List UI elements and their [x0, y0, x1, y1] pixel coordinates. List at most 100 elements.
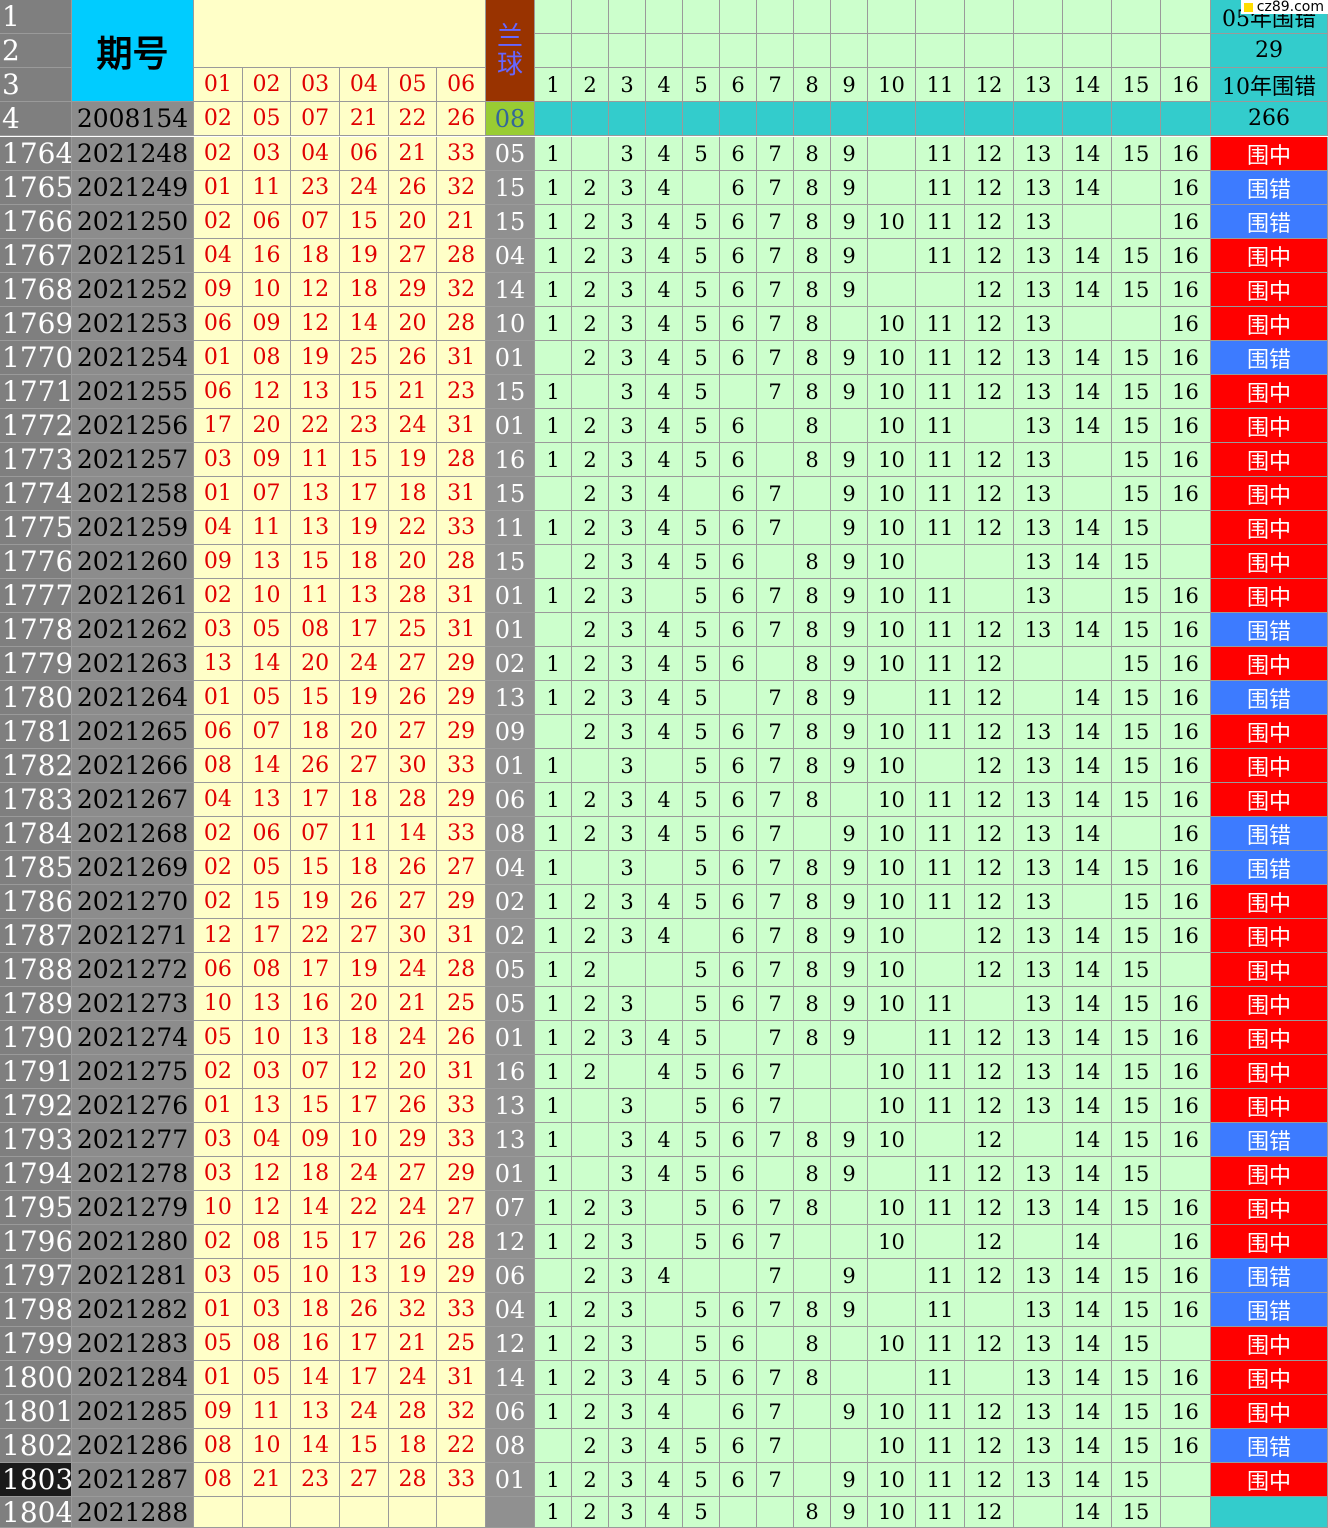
grid-number-cell[interactable]: 1 — [535, 409, 572, 443]
grid-number-cell[interactable]: 7 — [757, 885, 794, 919]
red-ball-cell[interactable]: 25 — [340, 341, 389, 375]
grid-number-cell[interactable]: 12 — [965, 1395, 1014, 1429]
grid-number-cell[interactable]: 1 — [535, 1191, 572, 1225]
grid-number-cell[interactable] — [1063, 885, 1112, 919]
grid-number-cell[interactable]: 10 — [868, 851, 916, 885]
grid-number-cell[interactable] — [794, 817, 831, 851]
grid-number-cell[interactable]: 6 — [720, 953, 757, 987]
red-ball-cell[interactable]: 29 — [437, 783, 486, 817]
reference-grid-blank[interactable] — [1063, 102, 1112, 136]
grid-number-cell[interactable]: 9 — [831, 239, 868, 273]
reference-grid-blank[interactable] — [572, 102, 609, 136]
red-ball-cell[interactable]: 28 — [437, 239, 486, 273]
grid-number-cell[interactable]: 8 — [794, 647, 831, 681]
grid-number-cell[interactable]: 14 — [1063, 545, 1112, 579]
grid-number-cell[interactable] — [794, 1463, 831, 1497]
grid-number-cell[interactable]: 10 — [868, 715, 916, 749]
period-cell[interactable]: 2021288 — [72, 1497, 194, 1528]
grid-number-cell[interactable]: 9 — [831, 1259, 868, 1293]
grid-number-cell[interactable] — [646, 749, 683, 783]
red-ball-cell[interactable]: 22 — [437, 1429, 486, 1463]
grid-number-cell[interactable] — [1014, 1497, 1063, 1528]
red-ball-cell[interactable]: 18 — [388, 477, 438, 511]
red-ball-cell[interactable]: 13 — [194, 647, 243, 681]
grid-number-cell[interactable]: 14 — [1063, 953, 1112, 987]
grid-number-cell[interactable]: 2 — [572, 987, 609, 1021]
red-col-header[interactable]: 02 — [242, 68, 292, 102]
red-ball-cell[interactable]: 28 — [437, 953, 486, 987]
grid-number-cell[interactable]: 4 — [646, 341, 683, 375]
result-cell[interactable]: 围中 — [1211, 443, 1328, 477]
grid-number-cell[interactable] — [646, 987, 683, 1021]
grid-number-cell[interactable]: 9 — [831, 1463, 868, 1497]
grid-number-cell[interactable]: 3 — [609, 205, 646, 239]
red-ball-cell[interactable]: 14 — [388, 817, 438, 851]
grid-number-cell[interactable]: 1 — [535, 817, 572, 851]
grid-number-cell[interactable]: 6 — [720, 919, 757, 953]
grid-number-cell[interactable]: 4 — [646, 1157, 683, 1191]
grid-number-cell[interactable]: 13 — [1014, 1395, 1063, 1429]
red-ball-cell[interactable]: 09 — [194, 545, 243, 579]
grid-col-header[interactable]: 4 — [646, 68, 683, 102]
grid-number-cell[interactable] — [1112, 1225, 1161, 1259]
red-ball-cell[interactable]: 02 — [194, 851, 243, 885]
red-ball-cell[interactable]: 13 — [340, 1259, 389, 1293]
red-ball-cell[interactable]: 03 — [242, 1055, 292, 1089]
grid-number-cell[interactable]: 11 — [916, 1463, 965, 1497]
grid-number-cell[interactable]: 16 — [1161, 1225, 1211, 1259]
red-ball-cell[interactable]: 07 — [291, 1055, 340, 1089]
row-number[interactable]: 1798 — [0, 1293, 72, 1327]
grid-number-cell[interactable] — [1063, 307, 1112, 341]
red-ball-cell[interactable]: 24 — [388, 1021, 438, 1055]
reference-grid-blank[interactable] — [535, 102, 572, 136]
red-ball-cell[interactable]: 20 — [340, 987, 389, 1021]
grid-number-cell[interactable]: 9 — [831, 545, 868, 579]
row-number[interactable]: 1778 — [0, 613, 72, 647]
grid-col-header[interactable]: 5 — [683, 68, 720, 102]
grid-number-cell[interactable] — [646, 1089, 683, 1123]
red-ball-cell[interactable]: 17 — [340, 1327, 389, 1361]
blue-ball-cell[interactable]: 01 — [486, 1021, 535, 1055]
grid-number-cell[interactable]: 3 — [609, 545, 646, 579]
grid-number-cell[interactable]: 3 — [609, 885, 646, 919]
red-ball-cell[interactable]: 25 — [437, 987, 486, 1021]
grid-number-cell[interactable]: 16 — [1161, 307, 1211, 341]
grid-number-cell[interactable]: 5 — [683, 239, 720, 273]
grid-number-cell[interactable]: 15 — [1112, 239, 1161, 273]
grid-number-cell[interactable]: 12 — [965, 307, 1014, 341]
red-ball-cell[interactable]: 28 — [388, 1395, 438, 1429]
reference-grid-blank[interactable] — [683, 102, 720, 136]
blue-ball-cell[interactable]: 04 — [486, 1293, 535, 1327]
grid-number-cell[interactable]: 3 — [609, 239, 646, 273]
result-cell[interactable]: 围错 — [1211, 1259, 1328, 1293]
red-ball-cell[interactable]: 08 — [194, 1463, 243, 1497]
grid-number-cell[interactable]: 6 — [720, 1327, 757, 1361]
grid-header-blank[interactable] — [757, 34, 794, 68]
result-cell[interactable]: 围错 — [1211, 1429, 1328, 1463]
grid-number-cell[interactable]: 8 — [794, 307, 831, 341]
red-ball-cell[interactable]: 08 — [242, 1327, 292, 1361]
period-cell[interactable]: 2021253 — [72, 307, 194, 341]
red-ball-cell[interactable] — [242, 1497, 292, 1528]
red-ball-cell[interactable] — [291, 1497, 340, 1528]
result-cell[interactable]: 围错 — [1211, 1293, 1328, 1327]
grid-number-cell[interactable]: 14 — [1063, 817, 1112, 851]
red-ball-cell[interactable]: 26 — [388, 171, 438, 205]
grid-number-cell[interactable] — [572, 1089, 609, 1123]
row-number[interactable]: 1784 — [0, 817, 72, 851]
grid-number-cell[interactable]: 13 — [1014, 1293, 1063, 1327]
grid-number-cell[interactable]: 5 — [683, 1123, 720, 1157]
grid-number-cell[interactable]: 5 — [683, 273, 720, 307]
grid-number-cell[interactable]: 4 — [646, 1021, 683, 1055]
grid-number-cell[interactable]: 16 — [1161, 1395, 1211, 1429]
blue-ball-cell[interactable]: 13 — [486, 681, 535, 715]
blue-ball-cell[interactable]: 08 — [486, 817, 535, 851]
grid-number-cell[interactable] — [572, 749, 609, 783]
grid-number-cell[interactable]: 16 — [1161, 919, 1211, 953]
red-ball-cell[interactable]: 10 — [242, 1021, 292, 1055]
red-ball-cell[interactable]: 28 — [388, 1463, 438, 1497]
grid-number-cell[interactable]: 2 — [572, 545, 609, 579]
grid-number-cell[interactable]: 12 — [965, 851, 1014, 885]
grid-number-cell[interactable] — [831, 1361, 868, 1395]
grid-number-cell[interactable]: 10 — [868, 1429, 916, 1463]
